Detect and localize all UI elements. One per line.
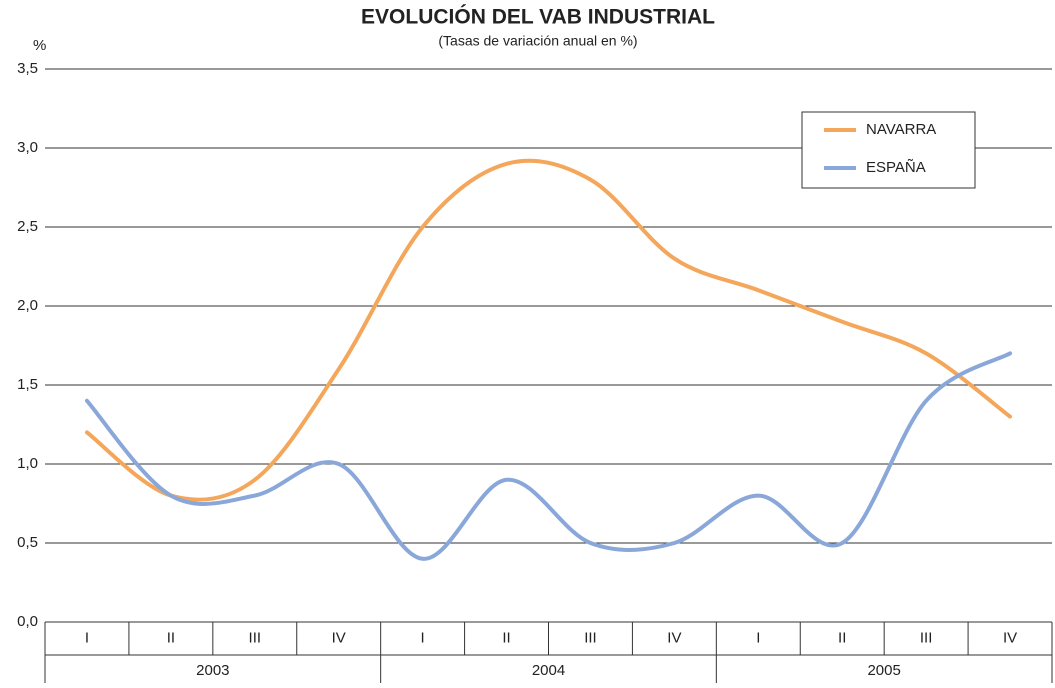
x-tick-label: I xyxy=(756,629,760,646)
x-tick-label: III xyxy=(249,629,262,646)
chart-title: EVOLUCIÓN DEL VAB INDUSTRIAL xyxy=(361,5,715,29)
x-tick-label: I xyxy=(85,629,89,646)
series-line xyxy=(84,158,1013,502)
legend-box xyxy=(801,111,976,189)
x-tick-label: II xyxy=(167,629,175,646)
y-tick-label: 2,5 xyxy=(17,218,38,235)
legend-label: ESPAÑA xyxy=(866,159,926,176)
x-tick-label: IV xyxy=(667,629,681,646)
x-tick-label: I xyxy=(421,629,425,646)
y-tick-label: 1,0 xyxy=(17,455,38,472)
y-axis-label: % xyxy=(33,37,46,54)
y-tick-label: 2,0 xyxy=(17,297,38,314)
y-tick-label: 0,5 xyxy=(17,534,38,551)
year-label: 2004 xyxy=(532,662,565,679)
y-tick-label: 3,0 xyxy=(17,139,38,156)
x-tick-label: II xyxy=(502,629,510,646)
x-tick-label: III xyxy=(584,629,597,646)
y-tick-label: 1,5 xyxy=(17,376,38,393)
year-label: 2003 xyxy=(196,662,229,679)
x-tick-label: III xyxy=(920,629,933,646)
x-tick-label: IV xyxy=(332,629,346,646)
x-tick-label: IV xyxy=(1003,629,1017,646)
series-line xyxy=(84,351,1013,561)
y-tick-label: 3,5 xyxy=(17,60,38,77)
x-tick-label: II xyxy=(838,629,846,646)
chart-subtitle: (Tasas de variación anual en %) xyxy=(438,33,637,49)
legend-label: NAVARRA xyxy=(866,121,936,138)
year-label: 2005 xyxy=(867,662,900,679)
y-tick-label: 0,0 xyxy=(17,613,38,630)
